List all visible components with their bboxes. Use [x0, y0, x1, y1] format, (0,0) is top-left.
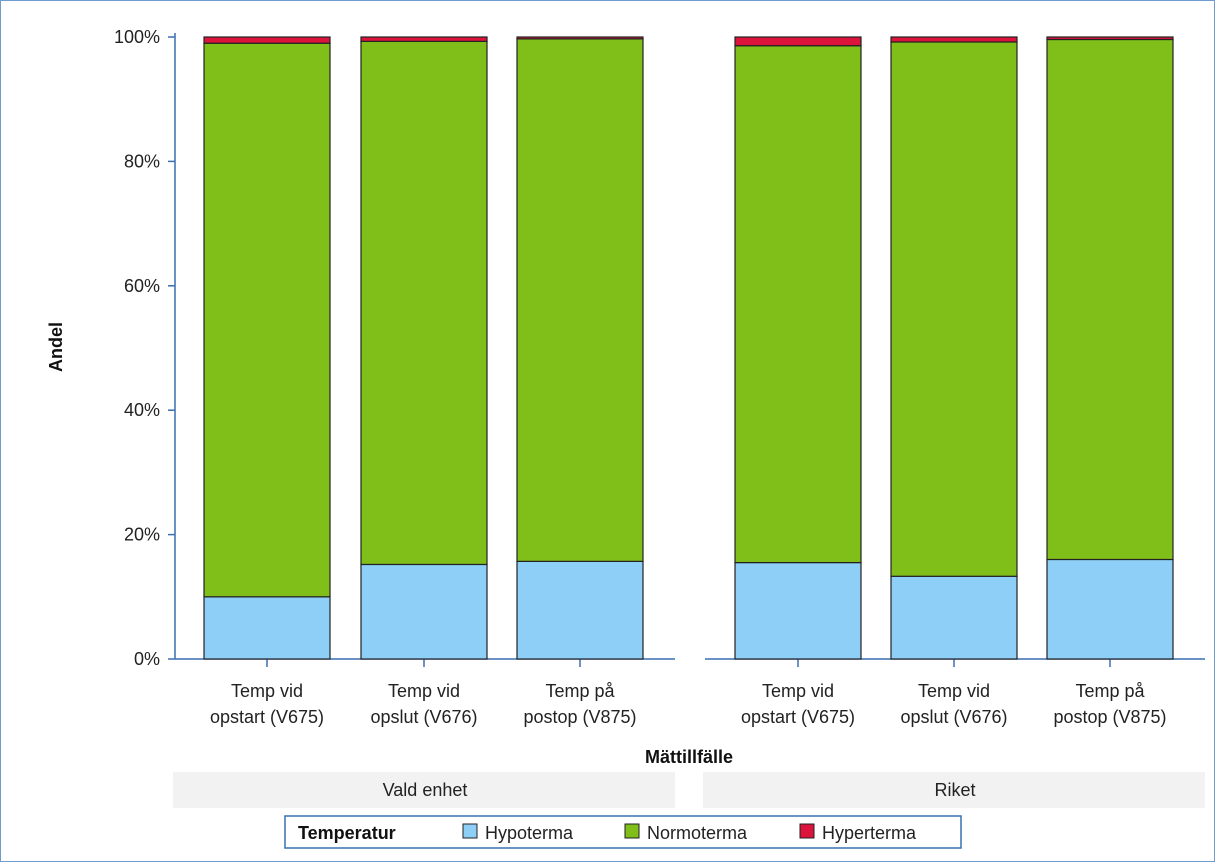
legend-swatch [462, 823, 478, 839]
legend-box [284, 815, 962, 849]
y-axis-title: Andel [46, 322, 66, 372]
bar-segment [734, 45, 862, 564]
panel-strip-label: Riket [934, 780, 975, 800]
panel-strip-label: Vald enhet [383, 780, 468, 800]
y-tick-label: 100% [114, 27, 160, 47]
bar-segment [516, 36, 644, 40]
category-label-line2: opstart (V675) [210, 707, 324, 727]
category-label-line1: Temp vid [388, 681, 460, 701]
legend-swatch [624, 823, 640, 839]
category-label-line2: opslut (V676) [900, 707, 1007, 727]
y-tick-label: 80% [124, 151, 160, 171]
category-label-line1: Temp vid [918, 681, 990, 701]
x-axis-title: Mättillfälle [645, 747, 733, 767]
bar-segment [203, 36, 331, 44]
y-tick-label: 40% [124, 400, 160, 420]
panel-strip [173, 772, 675, 808]
category-label-line2: opstart (V675) [741, 707, 855, 727]
category-label-line1: Temp på [1075, 681, 1145, 701]
bar-segment [1046, 558, 1174, 660]
category-label-line1: Temp på [545, 681, 615, 701]
category-label-line2: postop (V875) [1053, 707, 1166, 727]
y-tick-label: 0% [134, 649, 160, 669]
bar-segment [360, 40, 488, 566]
y-tick-label: 60% [124, 276, 160, 296]
category-label-line1: Temp vid [231, 681, 303, 701]
panel-strip [703, 772, 1205, 808]
legend-label: Hypoterma [485, 823, 574, 843]
bar-segment [734, 36, 862, 47]
legend-label: Normoterma [647, 823, 748, 843]
legend-label: Hyperterma [822, 823, 917, 843]
bar-segment [890, 41, 1018, 577]
category-label-line2: opslut (V676) [370, 707, 477, 727]
panel-strips: Vald enhet Riket [173, 772, 1205, 808]
category-label-line1: Temp vid [762, 681, 834, 701]
bar-segment [516, 38, 644, 562]
bar-segment [1046, 38, 1174, 561]
bar-segment [203, 42, 331, 598]
bar-segment [203, 596, 331, 660]
bar-segment [734, 561, 862, 660]
bar-segment [1046, 36, 1174, 41]
bar-segment [360, 36, 488, 42]
category-labels: Temp vid opstart (V675) Temp vid opslut (V6… [210, 681, 1167, 727]
legend-swatch [799, 823, 815, 839]
y-tick-label: 20% [124, 525, 160, 545]
legend-title: Temperatur [298, 823, 396, 843]
legend: Temperatur Hypoterma Normoterma Hyperterma [284, 815, 962, 849]
bar-segment [890, 36, 1018, 43]
category-label-line2: postop (V875) [523, 707, 636, 727]
bar-segment [360, 563, 488, 660]
bar-segment [890, 575, 1018, 660]
bar-segment [516, 560, 644, 660]
bars [203, 36, 1174, 660]
